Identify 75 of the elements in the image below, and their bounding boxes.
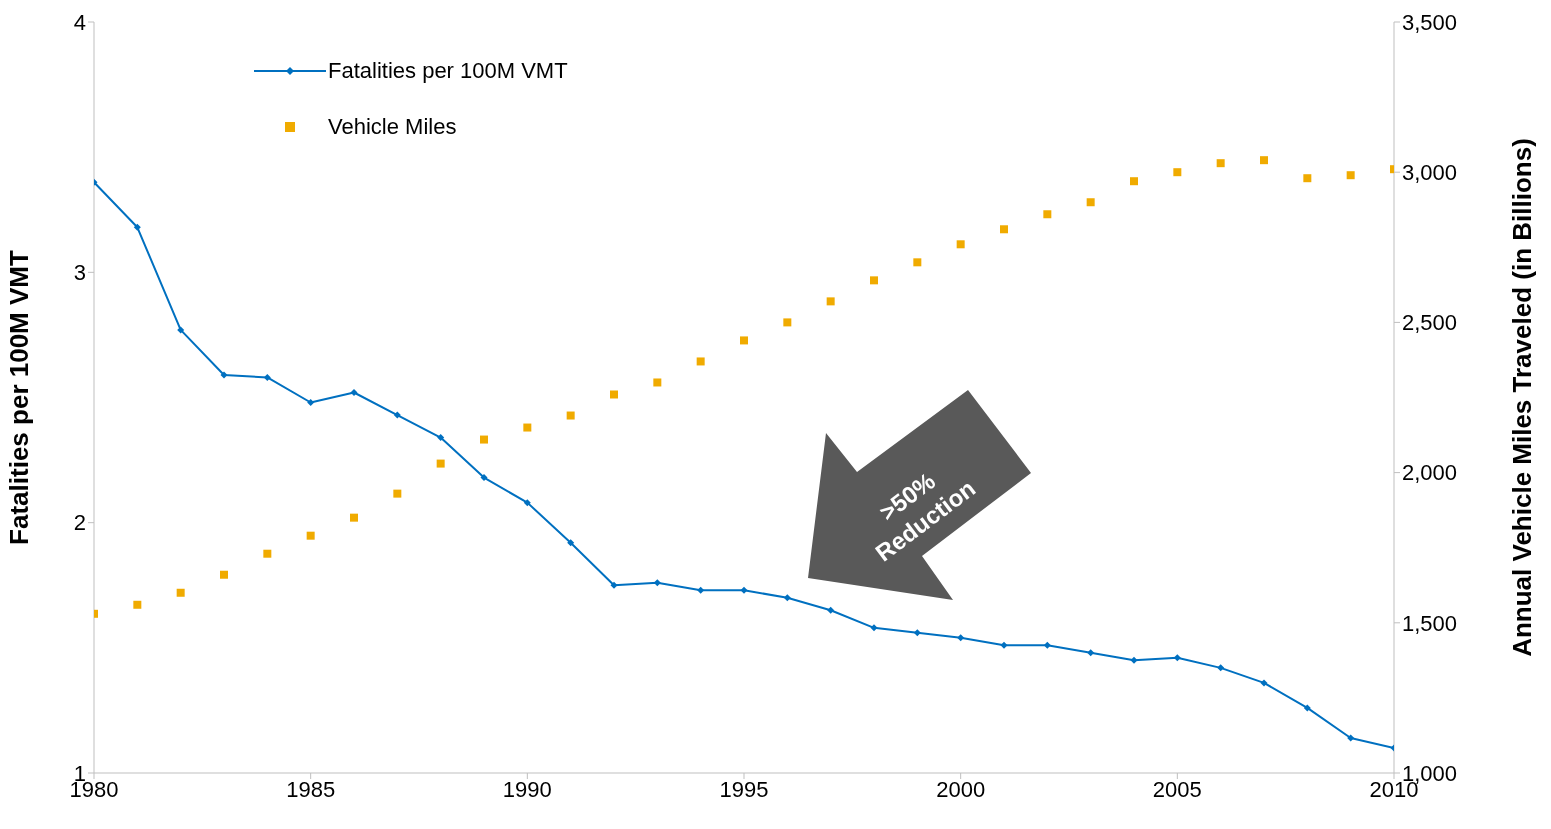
- point: [133, 223, 141, 231]
- point: [696, 357, 705, 366]
- point: [567, 539, 575, 547]
- y2-tick-label: 1,500: [1402, 610, 1458, 636]
- point: [1000, 225, 1008, 234]
- legend-label: Vehicle Miles: [328, 114, 457, 140]
- point: [1043, 641, 1051, 649]
- point: [1173, 654, 1181, 662]
- point: [957, 634, 965, 642]
- point: [956, 240, 965, 249]
- point: [220, 371, 228, 379]
- point: [1303, 174, 1312, 183]
- point: [1260, 156, 1268, 165]
- point: [740, 336, 748, 345]
- point: [1346, 171, 1355, 180]
- point: [480, 474, 488, 482]
- point: [610, 390, 618, 399]
- point: [220, 570, 228, 579]
- x-tick-label: 1990: [502, 776, 552, 802]
- point: [1043, 210, 1052, 219]
- point: [783, 594, 791, 602]
- point: [436, 459, 445, 468]
- x-tick-label: 2005: [1152, 776, 1202, 802]
- point: [176, 588, 185, 597]
- point: [307, 399, 315, 407]
- x-tick-label: 1995: [719, 776, 769, 802]
- point: [263, 549, 272, 558]
- point: [1216, 159, 1225, 168]
- point: [480, 435, 488, 444]
- point: [913, 258, 922, 267]
- point: [1130, 177, 1138, 186]
- point: [610, 581, 618, 589]
- point: [870, 276, 878, 285]
- point: [870, 624, 878, 632]
- point: [1086, 198, 1095, 207]
- point: [350, 513, 358, 522]
- y2-tick-label: 2,000: [1402, 460, 1458, 486]
- point: [306, 531, 315, 540]
- point: [177, 326, 185, 334]
- y2-tick-label: 3,000: [1402, 160, 1458, 186]
- legend-label: Fatalities per 100M VMT: [328, 58, 568, 84]
- point: [653, 378, 662, 387]
- point: [1087, 649, 1095, 657]
- point: [523, 423, 532, 432]
- point: [1173, 168, 1182, 177]
- point: [913, 629, 921, 637]
- point: [1260, 679, 1268, 687]
- point: [740, 586, 748, 594]
- point: [263, 373, 271, 381]
- point: [566, 411, 575, 420]
- point: [1000, 641, 1008, 649]
- y-tick-label: 4: [73, 9, 86, 35]
- point: [1303, 704, 1311, 712]
- point: [653, 579, 661, 587]
- point: [133, 600, 142, 609]
- y-tick-label: 2: [73, 510, 86, 536]
- point: [1217, 664, 1225, 672]
- y2-tick-label: 3,500: [1402, 9, 1458, 35]
- point: [697, 586, 705, 594]
- point: [437, 434, 445, 442]
- point: [827, 606, 835, 614]
- point: [783, 318, 792, 327]
- y2-axis-title: Annual Vehicle Miles Traveled (in Billions): [1507, 138, 1538, 657]
- point: [350, 388, 358, 396]
- x-tick-label: 1985: [286, 776, 336, 802]
- y2-tick-label: 2,500: [1402, 310, 1458, 336]
- point: [1347, 734, 1355, 742]
- point: [826, 297, 835, 306]
- point: [393, 489, 402, 498]
- y-tick-label: 3: [73, 260, 86, 286]
- y-axis-title: Fatalities per 100M VMT: [4, 250, 35, 545]
- point: [1130, 656, 1138, 664]
- x-tick-label: 2000: [936, 776, 986, 802]
- point: [393, 411, 401, 419]
- point: [523, 499, 531, 507]
